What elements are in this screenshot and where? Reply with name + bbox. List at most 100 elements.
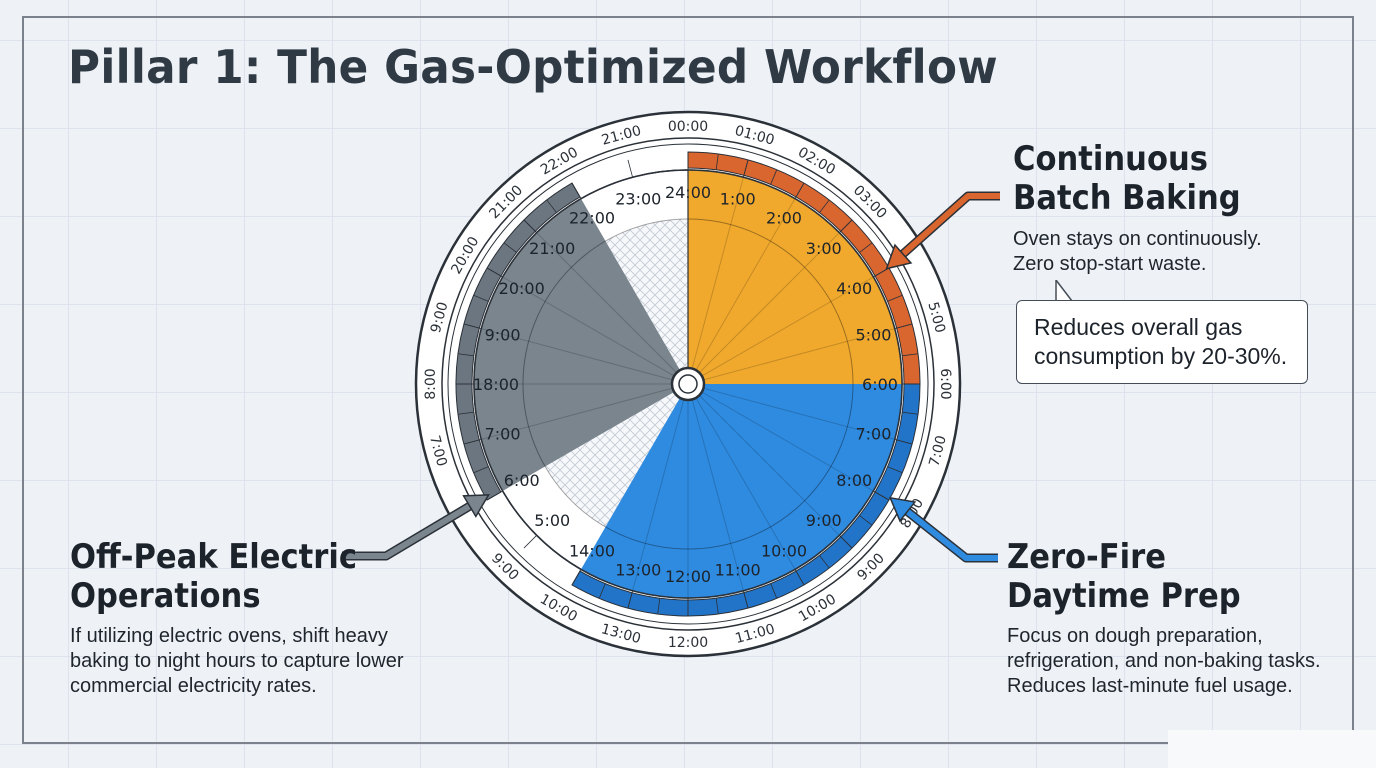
daytime-prep-arrow-shaft [896,501,998,561]
savings-callout-line1: Reduces overall gas [1034,314,1243,340]
daytime-prep-heading-line1: Zero-Fire [1007,537,1167,577]
segment-tick [715,153,719,170]
clock-hour-ring [441,137,935,631]
segment-tick [598,583,606,599]
daytime-prep-desc-line2: refrigeration, and non-baking tasks. [1007,650,1321,672]
segment-divider [687,177,744,385]
inner-hour-label: 23:00 [615,190,661,209]
off-peak-electric-heading: Off-Peak Electric Operations [70,538,357,616]
track-tick [873,267,890,278]
segment-divider [481,383,689,440]
inner-hour-label: 6:00 [504,471,540,490]
track-tick [894,323,913,329]
segment-divider [687,276,874,385]
batch-baking-desc-line2: Zero stop-start waste. [1013,253,1207,275]
batch-baking-arrow-shaft [892,193,1000,265]
inner-hour-label: 3:00 [806,239,842,258]
inner-hour-label: 6:00 [862,375,898,394]
inner-hour-label: 22:00 [569,209,615,228]
segment-tick [457,411,474,415]
off-peak-electric-desc-line2: baking to night hours to capture lower [70,650,404,672]
batch-baking-description: Oven stays on continuously. Zero stop-st… [1013,227,1262,277]
track-tick [894,439,913,445]
off-peak-electric-desc-line3: commercial electricity rates. [70,675,317,697]
segment-tick [473,466,489,474]
segment-divider [687,383,796,570]
segment-tick [770,583,778,599]
segment-tick [887,294,903,302]
track-tick [839,535,853,549]
inner-hour-label: 20:00 [499,279,545,298]
segment-tick [887,466,903,474]
track-tick [486,267,503,278]
inner-hour-label: 7:00 [485,425,521,444]
clock-hub-inner [678,374,698,394]
batch-baking-arrow [885,191,1000,270]
daytime-prep-description: Focus on dough preparation, refrigeratio… [1007,624,1321,699]
track-tick [523,219,537,233]
outer-hour-label: 7:00 [926,434,950,469]
segment-tick [819,555,830,569]
daytime-prep-desc-line1: Focus on dough preparation, [1007,625,1263,647]
inner-hour-label: 7:00 [855,425,891,444]
daytime-prep-arrow-head [888,496,917,523]
batch-baking-heading-line1: Continuous [1013,139,1208,179]
track-tick [743,159,749,178]
segment-divider [687,383,874,492]
off-peak-electric-arrow-head [462,494,490,518]
off-peak-electric-description: If utilizing electric ovens, shift heavy… [70,624,404,699]
slide-frame [22,16,1354,744]
segment-tick [859,242,873,253]
inner-hour-label: 14:00 [569,541,615,560]
track-tick [523,535,537,549]
inner-hour-label: 4:00 [836,279,872,298]
batch-baking-heading: Continuous Batch Baking [1013,140,1241,218]
inner-hour-label: 5:00 [534,511,570,530]
inner-hour-label: 11:00 [715,560,761,579]
daytime-prep-arrow [888,496,998,563]
segment-divider [536,232,689,385]
segment-wedge-1 [581,384,902,598]
inner-hour-label: 1:00 [720,190,756,209]
segment-divider [687,383,744,591]
segment-tick [902,353,919,357]
track-tick [571,182,582,199]
outer-hour-label: 00:00 [668,119,708,135]
daytime-prep-heading: Zero-Fire Daytime Prep [1007,538,1241,616]
savings-callout-line2: consumption by 20-30%. [1034,343,1288,369]
batch-baking-heading-line2: Batch Baking [1013,178,1241,218]
segment-wedge-0 [688,170,902,384]
track-tick [873,490,890,501]
segment-band-1 [571,383,921,617]
off-peak-electric-arrow [342,494,490,561]
segment-tick [859,515,873,526]
segment-tick [902,411,919,415]
batch-baking-desc-line1: Oven stays on continuously. [1013,228,1262,250]
segment-tick [546,199,557,213]
inner-hour-label: 10:00 [761,541,807,560]
outer-hour-label: 12:00 [668,635,708,651]
track-tick [743,590,749,609]
track-tick [463,323,482,329]
off-peak-electric-desc-line1: If utilizing electric ovens, shift heavy [70,625,388,647]
daytime-prep-desc-line3: Reduces last-minute fuel usage. [1007,675,1293,697]
segment-divider [481,328,689,385]
segment-tick [770,169,778,185]
segment-tick [657,598,661,615]
segment-tick [715,598,719,615]
inner-hour-label: 8:00 [836,471,872,490]
inner-hour-label: 9:00 [806,511,842,530]
segment-divider [687,383,895,440]
outer-hour-label: 6:00 [937,368,953,399]
segment-divider [687,198,796,385]
outer-hour-label: 8:00 [423,368,439,399]
track-tick [571,569,582,586]
inner-hour-label: 21:00 [529,239,575,258]
outer-hour-label: 5:00 [924,300,948,335]
inner-hour-label: 2:00 [766,209,802,228]
inner-hour-label: 18:00 [473,375,519,394]
track-tick [463,439,482,445]
segment-divider [687,328,895,385]
batch-baking-arrow-head [885,243,913,270]
